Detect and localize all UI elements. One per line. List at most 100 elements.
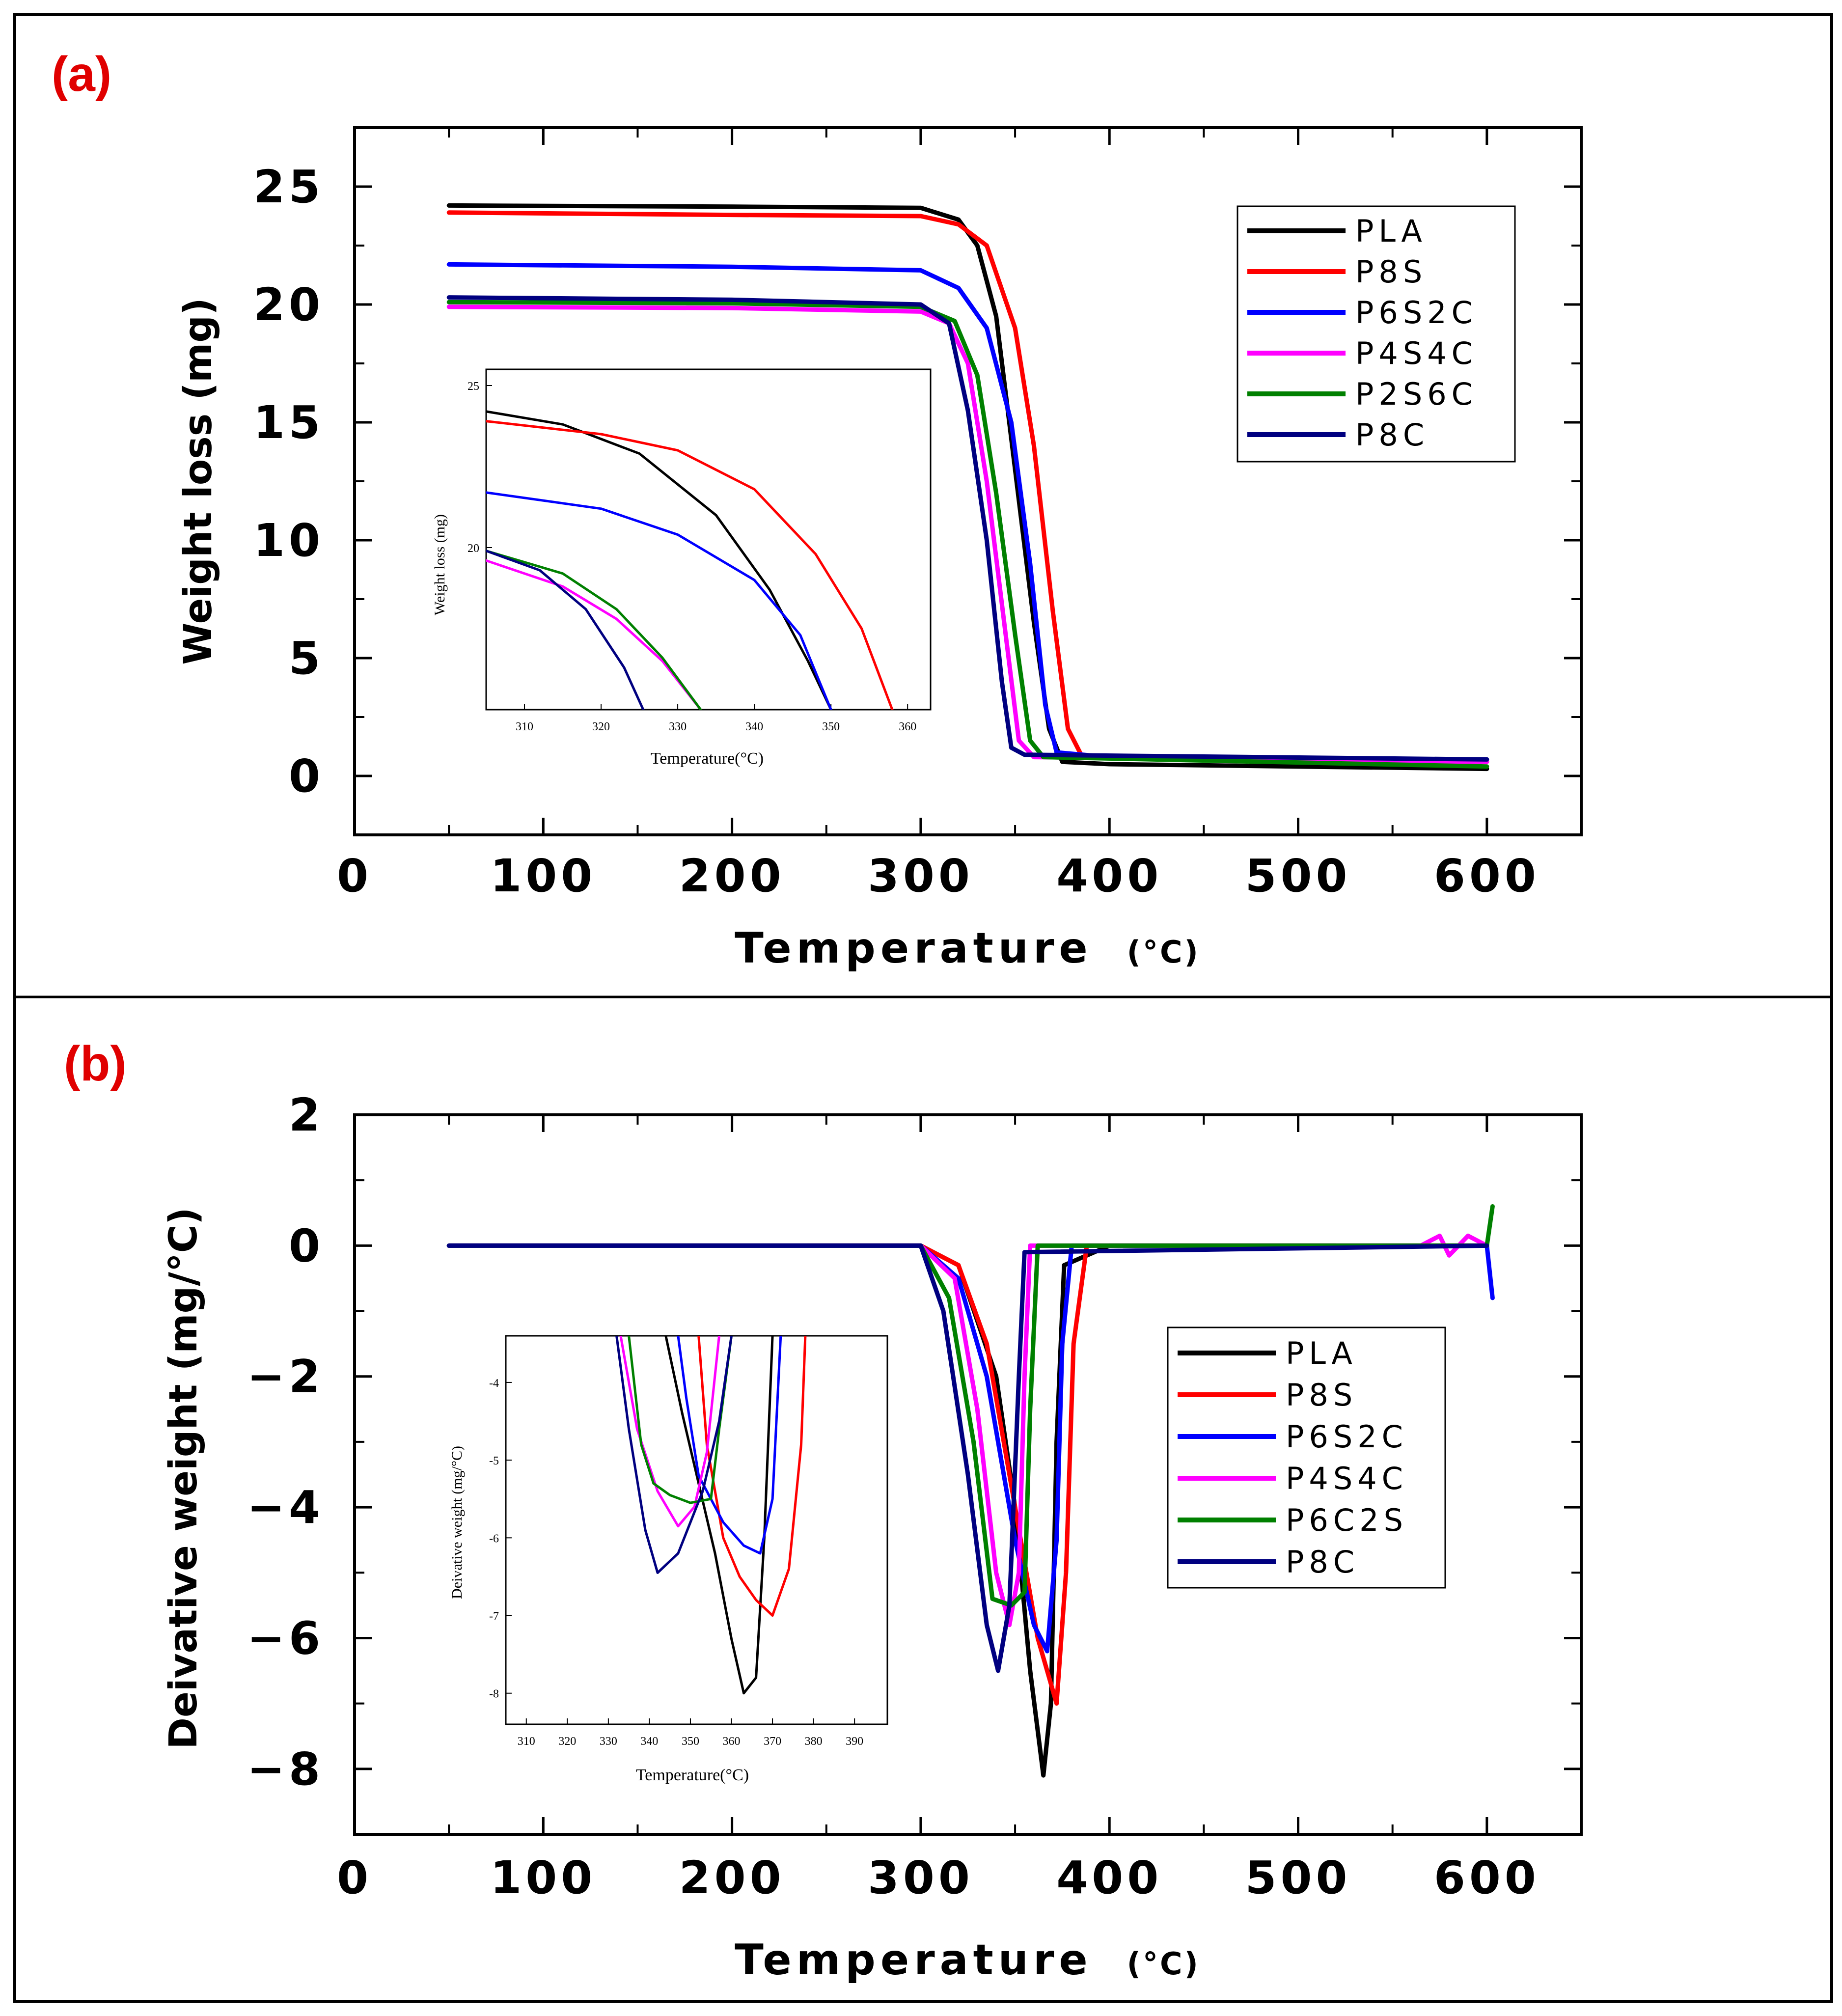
x-axis-label: Temperature (°C) — [735, 1935, 1200, 1985]
y-axis: −8 −6 −4 −2 0 2 — [247, 1089, 1581, 1795]
inset-y-tick-label: 20 — [467, 542, 479, 555]
y-tick-label: 0 — [289, 1219, 324, 1272]
y-tick-label: 5 — [289, 632, 324, 685]
inset-x-tick-label: 340 — [640, 1735, 658, 1748]
x-tick-label: 500 — [1245, 1851, 1351, 1904]
inset-x-tick-label: 340 — [745, 720, 763, 733]
inset-y-tick-label: -7 — [489, 1610, 499, 1623]
y-tick-label: 10 — [253, 514, 324, 567]
inset-series-line-p4s4c — [486, 559, 702, 710]
y-tick-label: −8 — [247, 1743, 324, 1795]
inset-x-tick-label: 310 — [516, 720, 533, 733]
y-axis-label: Weight loss (mg) — [176, 298, 220, 664]
inset-y-axis-label: Deivative weight (mg/°C) — [449, 1446, 465, 1599]
y-tick-label: −4 — [247, 1481, 324, 1534]
legend-label-p6s2c: P6S2C — [1355, 295, 1478, 331]
x-tick-label: 500 — [1245, 850, 1351, 902]
inset-series-group — [486, 410, 894, 710]
inset-y-tick-label: -4 — [489, 1377, 499, 1390]
inset-series-line-p4s4c — [619, 1336, 720, 1528]
series-line-p2s6c — [446, 300, 1489, 769]
x-tick-label: 300 — [868, 850, 974, 902]
inset-x-tick-label: 360 — [723, 1735, 741, 1748]
inset-x-tick-label: 310 — [518, 1735, 535, 1748]
legend-label-p8c: P8C — [1286, 1544, 1359, 1580]
inset-y-tick-label: -6 — [489, 1532, 499, 1545]
y-tick-label: −2 — [247, 1351, 324, 1403]
legend-box — [1237, 205, 1516, 463]
plot-area — [353, 1113, 1583, 1836]
inset-series-line-p8c — [615, 1336, 733, 1574]
x-axis-label: Temperature (°C) — [735, 924, 1200, 973]
inset-series-line-pla — [664, 1336, 774, 1695]
y-tick-label: −6 — [247, 1612, 324, 1664]
legend-box — [1167, 1326, 1446, 1589]
x-tick-label: 400 — [1056, 1851, 1162, 1904]
inset-series-line-p6s2c — [486, 491, 832, 710]
x-axis-label-main: Temperature — [735, 924, 1093, 973]
series-group — [446, 203, 1489, 772]
panel-label: (b) — [64, 1036, 127, 1091]
inset-series-group — [615, 1336, 807, 1695]
x-axis-label-main: Temperature — [735, 1935, 1093, 1985]
legend: PLA P8S P6S2C P4S4C P2S6C P8C — [1247, 213, 1478, 453]
y-axis-label: Deivative weight (mg/°C) — [162, 1207, 206, 1749]
inset-series-line-p8c — [486, 550, 645, 710]
x-axis: 0 100 200 300 400 500 600 — [337, 1115, 1540, 1904]
legend-label-p6s2c: P6S2C — [1286, 1419, 1408, 1455]
x-tick-label: 200 — [679, 1851, 785, 1904]
x-tick-label: 0 — [337, 850, 372, 902]
series-line-p4s4c — [446, 1233, 1489, 1628]
inset-chart: 310 320 330 340 350 360 20 25 — [467, 380, 916, 733]
x-tick-label: 600 — [1434, 1851, 1540, 1904]
y-tick-label: 25 — [253, 161, 324, 213]
legend-label-p8c: P8C — [1355, 417, 1429, 453]
series-line-p8s — [805, 1243, 1489, 1706]
inset-chart: 310 320 330 340 350 360 370 380 390 -8 -7 -6 -5 -4 — [489, 1336, 863, 1748]
panel-b: (b) 0 100 200 300 400 500 600 −8 −6 −4 −2 0 2 Deiva… — [64, 1036, 1583, 1985]
inset-x-tick-label: 360 — [899, 720, 916, 733]
series-line-p4s4c — [446, 304, 1489, 764]
inset-plot-area — [505, 1335, 888, 1725]
x-tick-label: 200 — [679, 850, 785, 902]
legend: PLA P8S P6S2C P4S4C P6C2S P8C — [1178, 1335, 1408, 1580]
legend-label-p8s: P8S — [1286, 1377, 1357, 1413]
x-tick-label: 0 — [337, 1851, 372, 1904]
inset-x-axis-label: Temperature(°C) — [636, 1766, 749, 1784]
y-tick-label: 0 — [289, 750, 324, 802]
y-tick-label: 2 — [289, 1089, 324, 1141]
legend-label-p6c2s: P6C2S — [1286, 1502, 1408, 1538]
inset-plot-area — [485, 368, 932, 711]
inset-x-tick-label: 330 — [669, 720, 687, 733]
inset-x-tick-label: 320 — [558, 1735, 576, 1748]
x-axis-label-unit: (°C) — [1127, 934, 1200, 970]
inset-x-tick-label: 350 — [682, 1735, 699, 1748]
inset-x-axis-label: Temperature(°C) — [651, 749, 764, 768]
legend-label-p4s4c: P4S4C — [1286, 1461, 1408, 1496]
panel-a: (a) 0 100 200 300 400 500 600 0 5 10 15 20 25 Weigh… — [52, 47, 1583, 973]
inset-x-tick-label: 370 — [764, 1735, 781, 1748]
inset-y-tick-label: -5 — [489, 1455, 499, 1467]
inset-y-tick-label: 25 — [467, 380, 479, 393]
series-line-p8c — [446, 295, 1489, 762]
inset-x-tick-label: 390 — [846, 1735, 863, 1748]
figure-frame — [13, 13, 1833, 2003]
inset-x-tick-label: 380 — [805, 1735, 823, 1748]
inset-y-axis-label: Weight loss (mg) — [432, 514, 448, 615]
inset-series-line-p2s6c — [486, 550, 702, 710]
legend-label-p2s6c: P2S6C — [1355, 376, 1478, 412]
inset-series-line-p6s2c — [677, 1336, 782, 1555]
series-line-p8c — [446, 1243, 1489, 1673]
x-tick-label: 300 — [868, 1851, 974, 1904]
legend-label-p4s4c: P4S4C — [1355, 335, 1478, 371]
x-axis: 0 100 200 300 400 500 600 — [337, 128, 1536, 902]
x-tick-label: 400 — [1056, 850, 1162, 902]
panel-label: (a) — [52, 47, 111, 102]
inset-x-tick-label: 330 — [600, 1735, 617, 1748]
inset-x-tick-label: 350 — [822, 720, 840, 733]
legend-label-pla: PLA — [1286, 1335, 1357, 1371]
inset-y-tick-label: -8 — [489, 1688, 499, 1701]
y-tick-label: 20 — [253, 278, 324, 331]
x-axis-label-unit: (°C) — [1127, 1946, 1200, 1982]
